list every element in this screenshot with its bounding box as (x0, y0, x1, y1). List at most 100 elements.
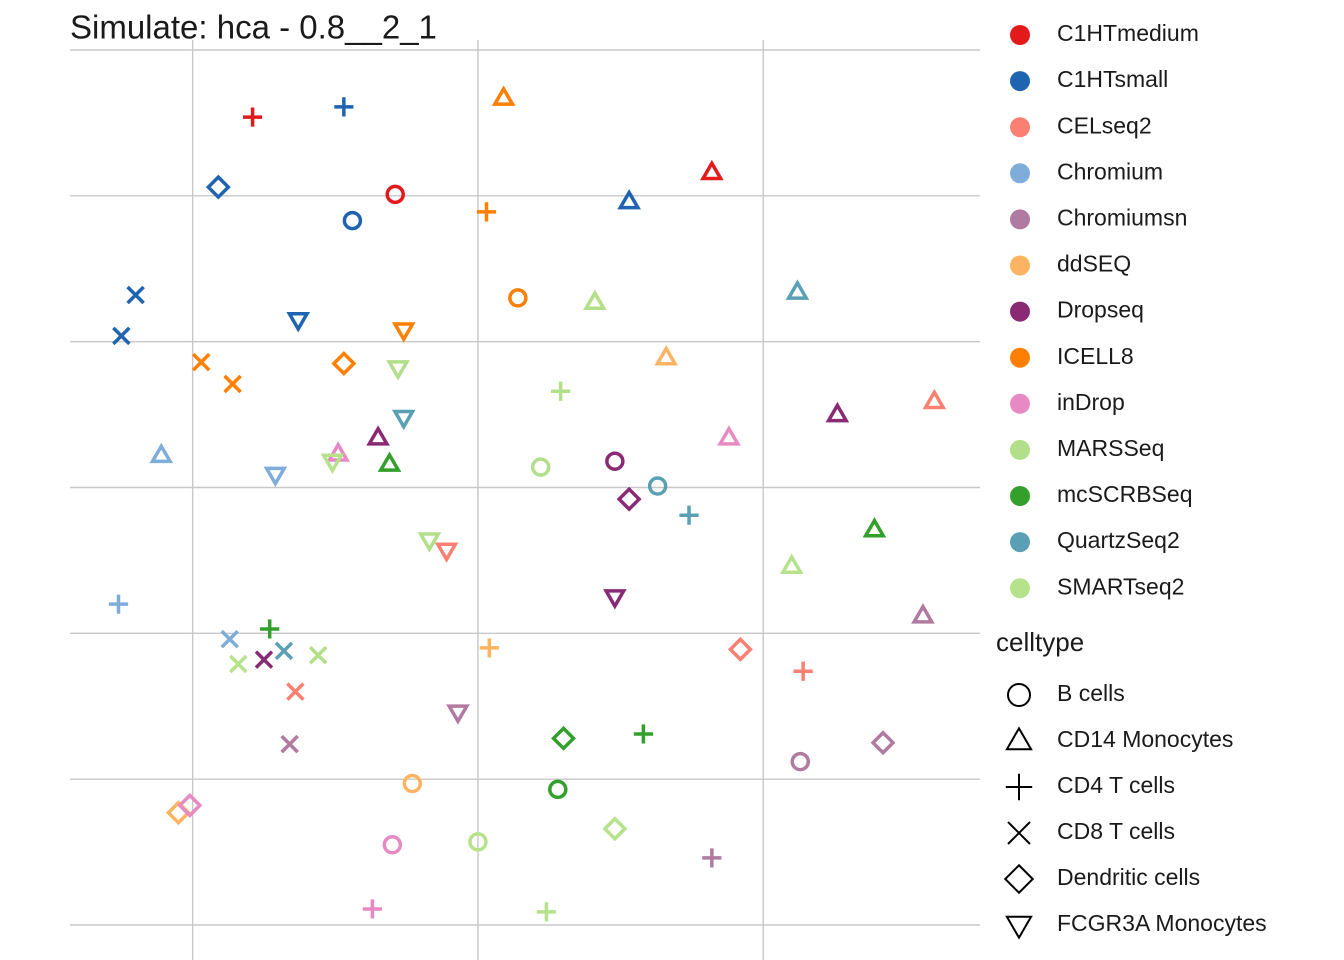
point (548, 779, 568, 800)
point (679, 505, 699, 525)
point (286, 682, 305, 701)
point (700, 159, 724, 181)
point (633, 724, 653, 744)
point (280, 734, 299, 754)
legend-swatch (1010, 117, 1030, 138)
legend-swatch (1010, 209, 1030, 230)
point (602, 816, 628, 842)
legend-swatch (1010, 163, 1030, 184)
legend-label: Dendritic cells (1057, 864, 1200, 890)
point (308, 645, 328, 665)
legend-shape (1007, 821, 1031, 845)
point (790, 751, 811, 772)
legend-label: ddSEQ (1057, 251, 1131, 277)
point (223, 374, 242, 394)
point (616, 486, 642, 512)
legend-label: B cells (1057, 680, 1125, 706)
legend-label: Chromiumsn (1057, 204, 1187, 230)
legend-swatch (1010, 486, 1030, 506)
point (446, 704, 470, 725)
point (862, 517, 887, 538)
point (551, 725, 576, 751)
point (362, 899, 382, 919)
point (242, 107, 263, 127)
point (476, 202, 497, 222)
legend-label: C1HTmedium (1057, 20, 1199, 46)
legend-label: Chromium (1057, 158, 1163, 184)
legend-shape (1005, 773, 1033, 801)
point (605, 451, 625, 471)
legend-swatch (1010, 25, 1030, 45)
point (386, 360, 410, 381)
point (793, 661, 813, 681)
point (647, 476, 668, 496)
legend-label: FCGR3A Monocytes (1057, 910, 1267, 936)
point (331, 351, 357, 377)
legend-label: CELseq2 (1057, 112, 1152, 138)
legend-label: mcSCRBSeq (1057, 481, 1192, 507)
point (530, 457, 551, 477)
legend-swatch (1010, 347, 1030, 368)
point (536, 902, 556, 922)
point (391, 322, 416, 343)
point (551, 381, 571, 401)
point (702, 848, 722, 868)
legend-shape (1003, 863, 1035, 895)
legend-title: celltype (996, 627, 1084, 657)
point (342, 210, 363, 231)
point (391, 409, 416, 431)
point (491, 85, 516, 106)
point (468, 832, 488, 852)
legend-label: inDrop (1057, 389, 1125, 415)
point (205, 174, 231, 200)
point (825, 401, 850, 423)
point (382, 835, 403, 855)
point (417, 532, 442, 553)
point (434, 542, 459, 563)
legend-label: Dropseq (1057, 297, 1144, 323)
point (263, 466, 288, 488)
legend-shape (1005, 915, 1033, 940)
point (108, 594, 129, 614)
point (727, 636, 753, 662)
legend-shape (1005, 726, 1033, 751)
point (366, 425, 390, 446)
point (911, 603, 935, 624)
legend-shape (1006, 683, 1032, 707)
point (508, 288, 528, 308)
legend-swatch (1010, 255, 1030, 276)
legend-label: CD4 T cells (1057, 772, 1175, 798)
point (922, 388, 947, 410)
legend-label: MARSSeq (1057, 435, 1164, 461)
legend-label: CD14 Monocytes (1057, 726, 1233, 752)
point (385, 184, 405, 205)
legend-label: CD8 T cells (1057, 818, 1175, 844)
point (191, 352, 211, 372)
point (177, 792, 203, 818)
point (220, 629, 239, 649)
point (112, 326, 131, 346)
point (785, 279, 810, 300)
legend-label: QuartzSeq2 (1057, 527, 1180, 553)
legend-swatch (1010, 71, 1030, 92)
chart-title: Simulate: hca - 0.8__2_1 (70, 9, 437, 46)
point (334, 97, 354, 117)
point (717, 425, 741, 446)
point (260, 619, 280, 639)
point (603, 589, 627, 610)
point (254, 650, 274, 669)
point (779, 553, 804, 574)
point (617, 188, 641, 210)
point (583, 289, 607, 311)
legend-label: ICELL8 (1057, 343, 1134, 369)
legend-swatch (1010, 578, 1030, 599)
legend-swatch (1010, 301, 1030, 322)
point (229, 654, 248, 674)
legend-swatch (1010, 393, 1030, 414)
point (149, 442, 174, 464)
legend-label: SMARTseq2 (1057, 573, 1184, 599)
legend-label: C1HTsmall (1057, 66, 1168, 92)
point (274, 641, 294, 661)
point (286, 312, 311, 333)
